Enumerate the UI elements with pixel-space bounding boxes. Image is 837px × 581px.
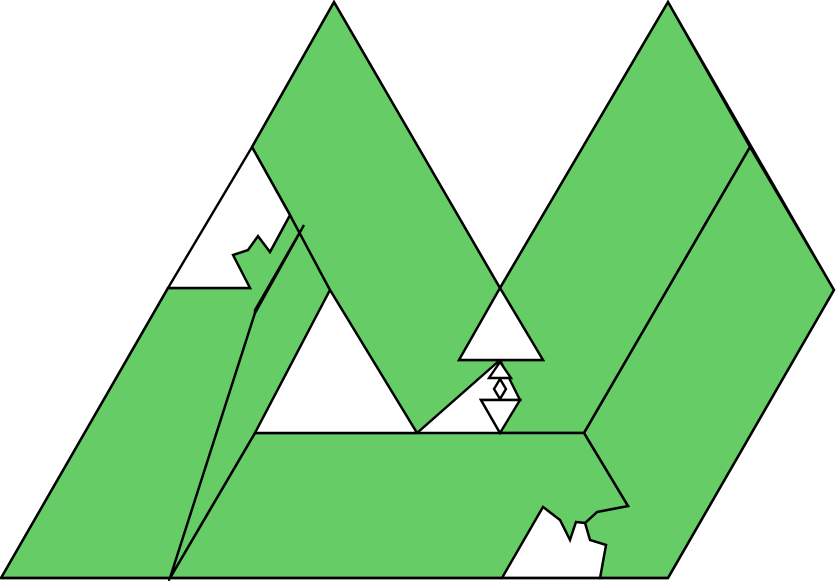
- center-triangle-tiny: [478, 398, 523, 436]
- outline-top-right-edge: [498, 0, 836, 579]
- outline-inner-divider-1: [250, 146, 292, 216]
- outline-inner-divider-3: [253, 224, 306, 314]
- upper-left-jagged-notch: [165, 144, 292, 290]
- white-cutouts: [165, 144, 608, 580]
- inner-triangle-left: [253, 287, 420, 435]
- outline-left-edge: [0, 287, 170, 579]
- outline-inner-divider-5: [582, 432, 630, 514]
- outline-top-left-edge: [250, 0, 502, 289]
- center-triangle-large: [456, 285, 546, 362]
- outline-inner-divider-2: [582, 146, 752, 434]
- center-diamond-small: [492, 376, 508, 402]
- outline-inner-divider-4: [168, 432, 257, 579]
